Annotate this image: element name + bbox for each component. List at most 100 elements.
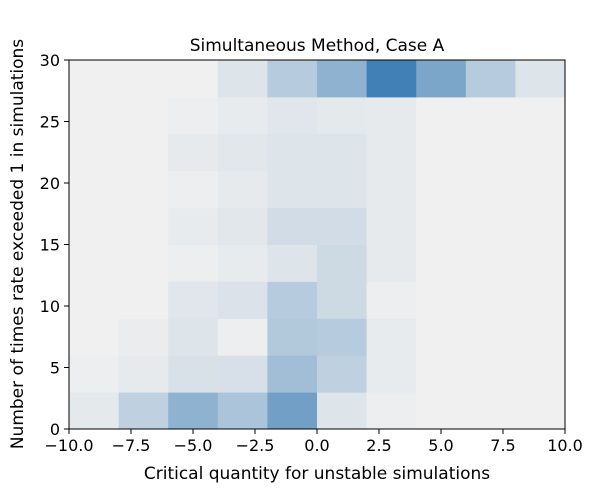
heatmap-cell — [118, 281, 169, 319]
heatmap-cell — [168, 355, 219, 393]
heatmap-cell — [515, 318, 566, 356]
heatmap-cell — [515, 133, 566, 172]
heatmap-cells — [69, 60, 566, 430]
heatmap-cell — [267, 281, 318, 319]
heatmap-cell — [267, 96, 318, 135]
heatmap-cell — [217, 96, 268, 135]
heatmap-cell — [267, 244, 318, 282]
heatmap-cell — [366, 355, 417, 393]
heatmap-cell — [515, 207, 566, 245]
x-tick-label: 2.5 — [366, 436, 391, 455]
heatmap-cell — [267, 170, 318, 209]
heatmap-cell — [118, 207, 169, 245]
heatmap-cell — [465, 60, 516, 98]
heatmap-cell — [267, 207, 318, 245]
chart-title: Simultaneous Method, Case A — [190, 36, 445, 56]
y-tick-label: 10 — [40, 297, 60, 316]
heatmap-cell — [366, 133, 417, 172]
heatmap-cell — [267, 60, 318, 98]
heatmap-cell — [416, 207, 467, 245]
heatmap-cell — [515, 60, 566, 98]
heatmap-cell — [366, 96, 417, 135]
x-tick-label: −2.5 — [236, 436, 275, 455]
heatmap-cell — [69, 60, 120, 98]
heatmap-cell — [317, 133, 368, 172]
heatmap-cell — [465, 392, 516, 430]
heatmap-cell — [515, 170, 566, 209]
heatmap-cell — [416, 96, 467, 135]
heatmap-cell — [69, 244, 120, 282]
heatmap-cell — [69, 96, 120, 135]
x-tick-label: −5.0 — [174, 436, 213, 455]
heatmap-cell — [217, 133, 268, 172]
y-tick-label: 0 — [50, 420, 60, 439]
heatmap-cell — [267, 133, 318, 172]
heatmap-cell — [366, 207, 417, 245]
heatmap-cell — [217, 392, 268, 430]
y-tick-label: 25 — [40, 113, 60, 132]
heatmap-cell — [118, 170, 169, 209]
heatmap-cell — [416, 170, 467, 209]
heatmap-cell — [317, 281, 368, 319]
heatmap-cell — [366, 318, 417, 356]
heatmap-cell — [168, 281, 219, 319]
heatmap-cell — [416, 60, 467, 98]
heatmap-cell — [366, 60, 417, 98]
heatmap-cell — [168, 207, 219, 245]
y-axis-label: Number of times rate exceeded 1 in simul… — [8, 39, 28, 449]
heatmap-cell — [515, 96, 566, 135]
heatmap-cell — [465, 355, 516, 393]
heatmap-cell — [416, 392, 467, 430]
heatmap-cell — [515, 392, 566, 430]
heatmap-cell — [317, 96, 368, 135]
x-tick-label: −10.0 — [44, 436, 93, 455]
heatmap-cell — [465, 133, 516, 172]
heatmap-cell — [416, 318, 467, 356]
heatmap-cell — [267, 392, 318, 430]
heatmap-cell — [366, 170, 417, 209]
heatmap-cell — [118, 392, 169, 430]
heatmap-cell — [465, 281, 516, 319]
heatmap-cell — [515, 244, 566, 282]
x-axis-label: Critical quantity for unstable simulatio… — [144, 464, 490, 484]
heatmap-cell — [69, 133, 120, 172]
y-tick-label: 20 — [40, 174, 60, 193]
heatmap-cell — [217, 207, 268, 245]
y-tick-label: 15 — [40, 236, 60, 255]
heatmap-cell — [465, 318, 516, 356]
heatmap-cell — [69, 281, 120, 319]
heatmap-cell — [69, 355, 120, 393]
heatmap-cell — [366, 392, 417, 430]
y-tick-label: 5 — [50, 359, 60, 378]
heatmap-cell — [168, 392, 219, 430]
y-tick-label: 30 — [40, 51, 60, 70]
heatmap-cell — [217, 281, 268, 319]
x-tick-label: 7.5 — [490, 436, 515, 455]
heatmap-cell — [515, 355, 566, 393]
heatmap-cell — [465, 207, 516, 245]
heatmap-cell — [416, 355, 467, 393]
heatmap-cell — [118, 318, 169, 356]
x-tick-label: 10.0 — [547, 436, 583, 455]
heatmap-cell — [317, 392, 368, 430]
heatmap-cell — [515, 281, 566, 319]
heatmap-cell — [366, 281, 417, 319]
heatmap-cell — [317, 244, 368, 282]
heatmap-cell — [168, 170, 219, 209]
heatmap-cell — [118, 133, 169, 172]
heatmap-cell — [168, 60, 219, 98]
heatmap-cell — [317, 318, 368, 356]
heatmap-cell — [168, 133, 219, 172]
heatmap-cell — [465, 170, 516, 209]
heatmap-cell — [118, 244, 169, 282]
heatmap-cell — [217, 60, 268, 98]
heatmap-cell — [465, 244, 516, 282]
heatmap-cell — [118, 96, 169, 135]
heatmap-cell — [465, 96, 516, 135]
heatmap-cell — [217, 355, 268, 393]
heatmap-cell — [217, 170, 268, 209]
heatmap-cell — [317, 170, 368, 209]
heatmap-cell — [416, 281, 467, 319]
heatmap-cell — [118, 60, 169, 98]
heatmap-cell — [69, 392, 120, 430]
